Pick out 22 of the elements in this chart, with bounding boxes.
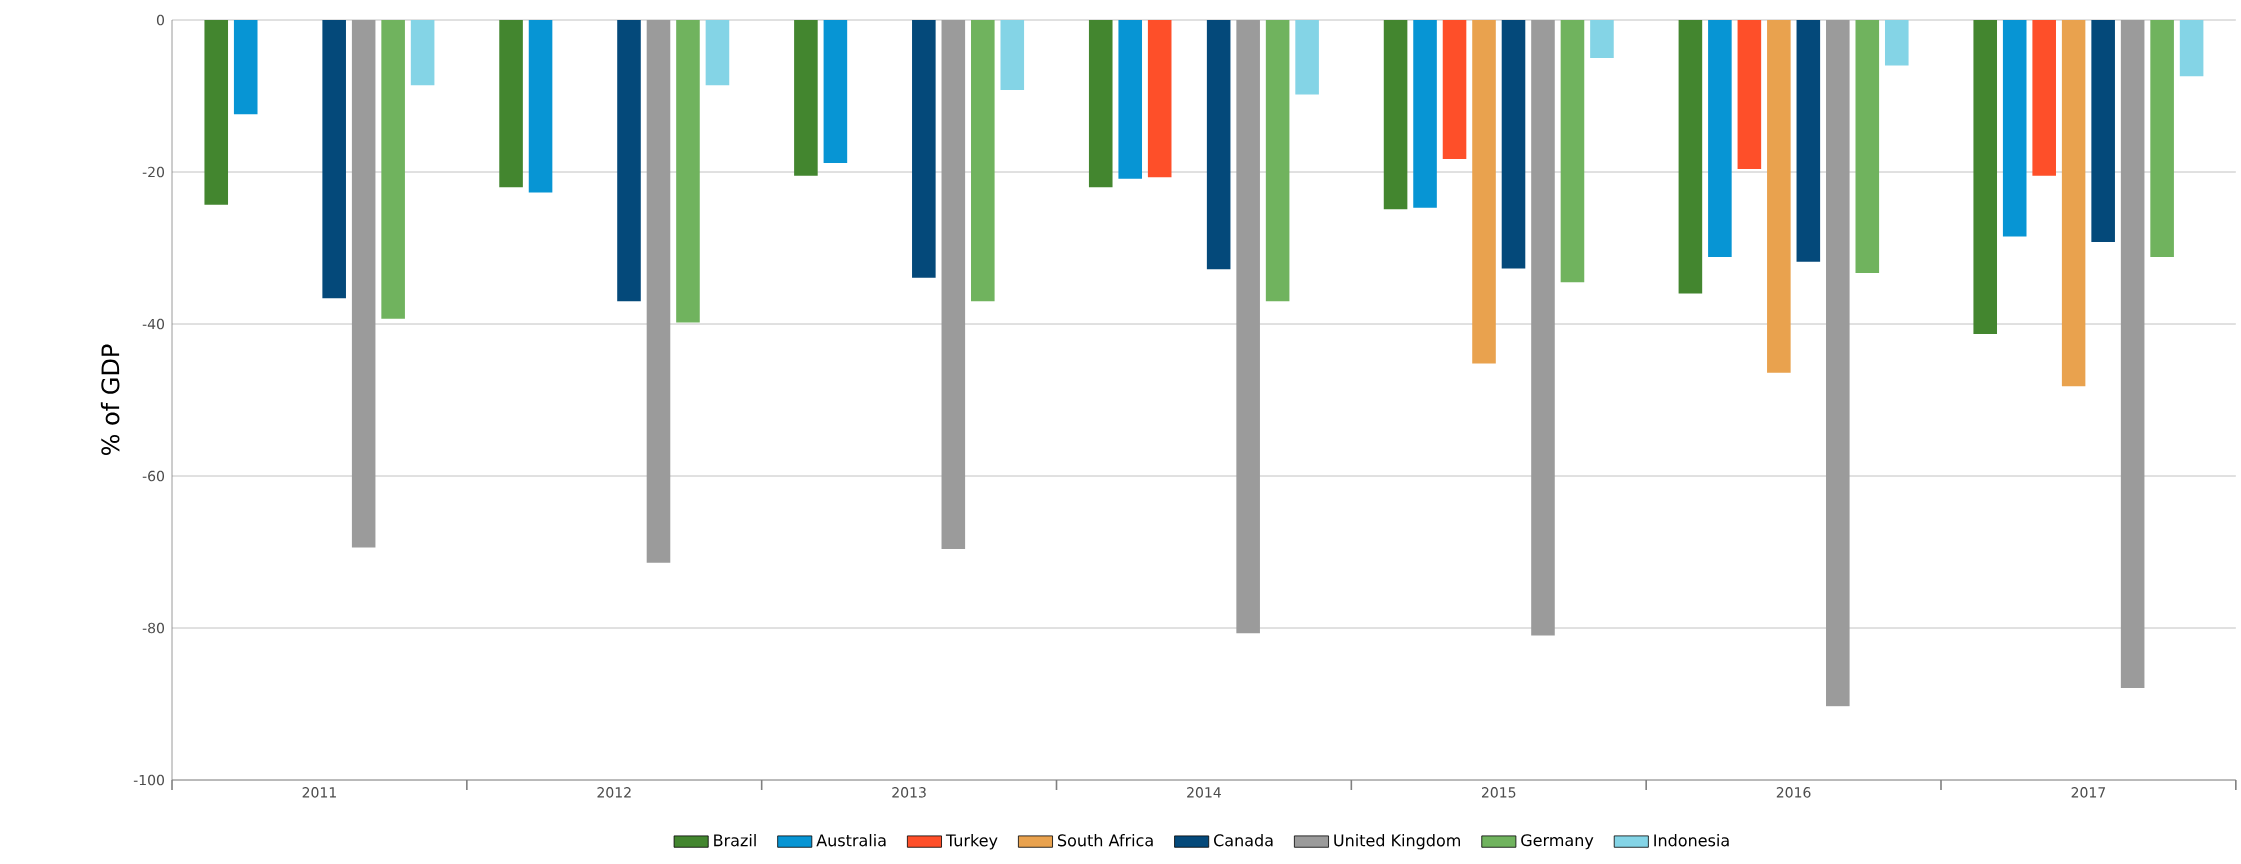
legend-label: United Kingdom — [1334, 834, 1460, 850]
y-tick-label: 0 — [156, 14, 165, 26]
legend-label: Turkey — [945, 834, 998, 850]
x-tick-label: 2013 — [892, 787, 926, 798]
y-axis-title: % of GDP — [100, 344, 120, 456]
legend-label: South Africa — [1058, 834, 1153, 847]
legend-label: Canada — [1214, 834, 1273, 847]
legend-label: Indonesia — [1654, 834, 1729, 847]
x-tick-label: 2011 — [302, 787, 336, 798]
x-tick-label: 2016 — [1776, 787, 1811, 798]
x-tick-label: 2015 — [1481, 787, 1516, 798]
y-tick-label: -40 — [142, 318, 165, 330]
y-tick-label: -60 — [142, 470, 165, 482]
y-tick-label: -20 — [142, 166, 165, 178]
x-tick-label: 2012 — [597, 787, 631, 798]
legend-label: Brazil — [714, 834, 756, 847]
y-tick-label: -80 — [142, 622, 165, 634]
y-tick-label: -100 — [133, 774, 164, 786]
legend-label: Germany — [1521, 834, 1594, 850]
x-tick-label: 2017 — [2071, 787, 2106, 798]
legend-label: Australia — [816, 834, 886, 847]
x-tick-label: 2014 — [1187, 787, 1221, 798]
